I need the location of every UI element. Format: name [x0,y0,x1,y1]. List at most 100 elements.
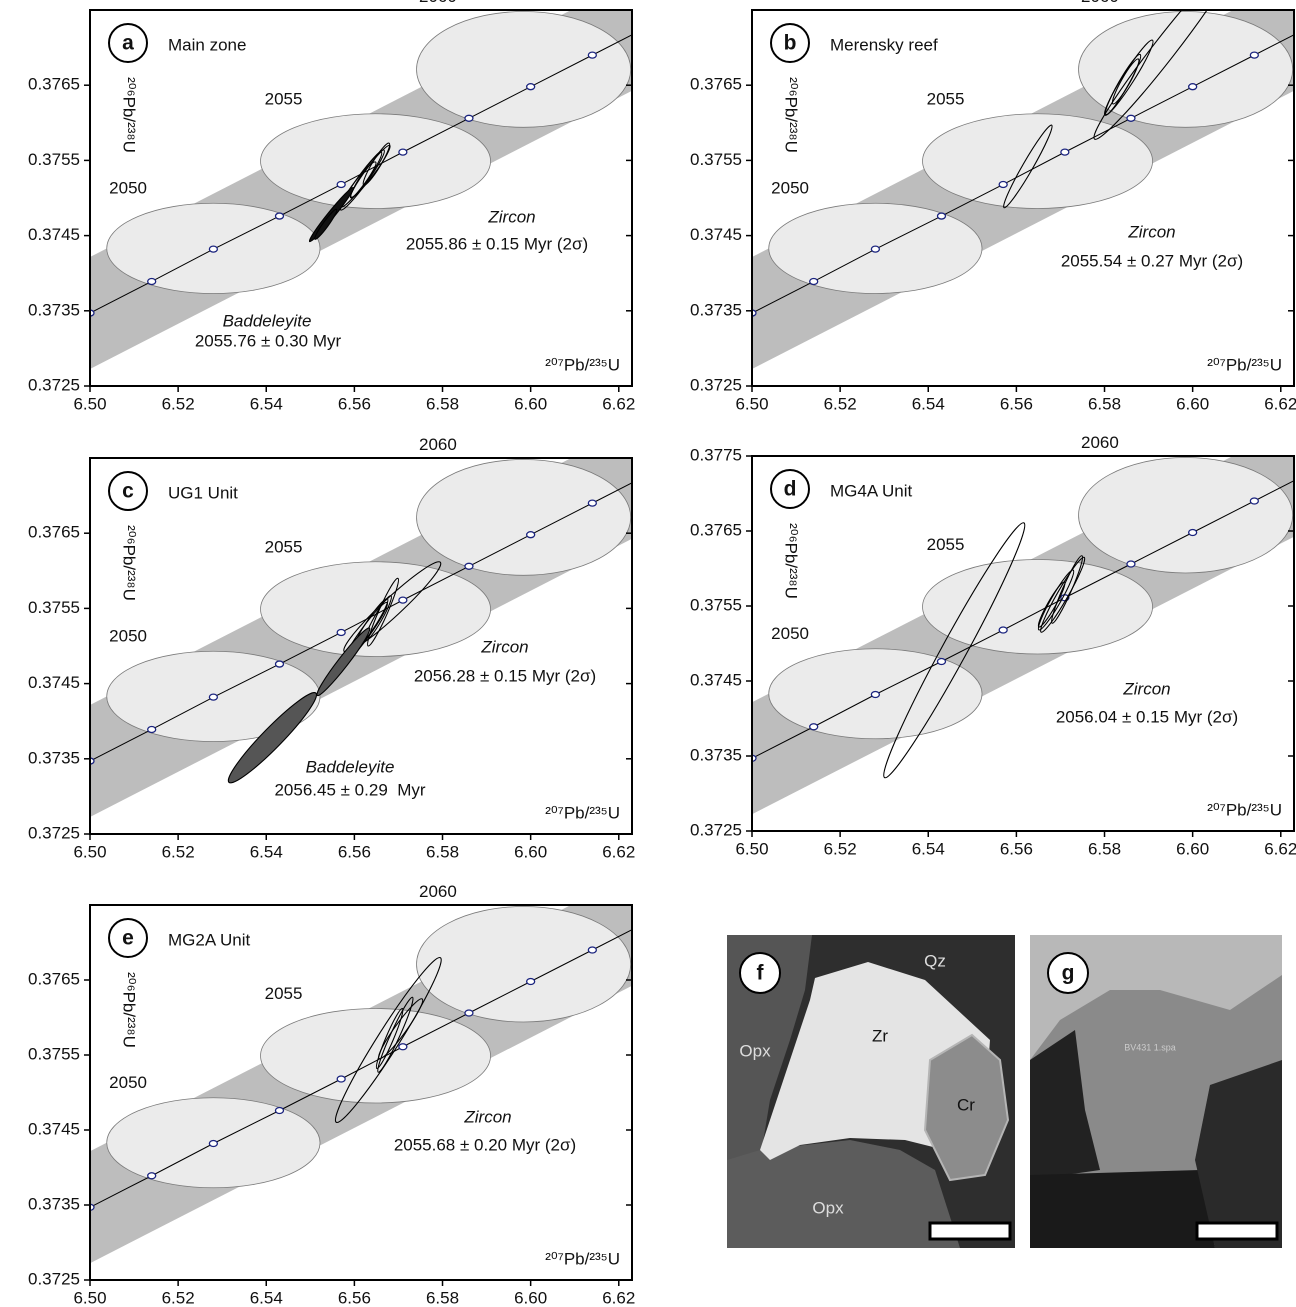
y-tick-label: 0.3735 [28,300,80,319]
x-tick-label: 6.58 [1088,839,1121,858]
concordia-point [588,947,596,953]
y-tick-label: 0.3745 [690,225,742,244]
panel-title: MG4A Unit [830,481,912,500]
x-tick-label: 6.50 [735,394,768,413]
concordia-point [399,1044,407,1050]
x-tick-label: 6.50 [735,839,768,858]
x-tick-label: 6.56 [338,1288,371,1307]
concordia-point [527,84,535,90]
series-name: Zircon [1127,222,1175,241]
y-tick-label: 0.3725 [28,823,80,842]
panel: 205020552060Zircon2056.04 ± 0.15 Myr (2σ… [690,422,1296,858]
scale-bar [1197,1223,1277,1239]
reference-ellipse [261,114,491,209]
concordia-point [999,181,1007,187]
mineral-label: Qz [924,951,946,970]
concordia-point [588,52,596,58]
x-tick-label: 6.54 [912,839,945,858]
concordia-point [399,597,407,603]
panel: 205020552060Zircon2055.68 ± 0.20 Myr (2σ… [28,871,637,1307]
y-tick-label: 0.3755 [28,598,80,617]
y-tick-label: 0.3725 [690,375,742,394]
x-tick-label: 6.60 [514,394,547,413]
concordia-point [937,213,945,219]
plot-area [747,0,1296,372]
plot-area [85,0,637,372]
x-tick-label: 6.58 [426,842,459,861]
series-result: 2055.76 ± 0.30 Myr [195,331,342,350]
y-tick-label: 0.3745 [690,670,742,689]
series-name: Zircon [480,637,528,656]
y-tick-label: 0.3755 [28,150,80,169]
x-axis-label: ²⁰⁷Pb/²³⁵U [545,803,620,822]
concordia-point [937,659,945,665]
panel-letter: a [122,32,134,55]
y-tick-label: 0.3765 [690,75,742,94]
x-tick-label: 6.56 [1000,839,1033,858]
y-axis-label: ²⁰⁶Pb/²³⁸U [782,77,801,153]
concordia-point [1127,115,1135,121]
series-result: 2056.04 ± 0.15 Myr (2σ) [1056,707,1238,726]
x-tick-label: 6.56 [338,842,371,861]
age-label: 2055 [265,537,303,556]
x-tick-label: 6.62 [602,842,635,861]
panel-letter: e [122,927,134,950]
x-axis-label: ²⁰⁷Pb/²³⁵U [1207,355,1282,374]
scale-bar [930,1223,1010,1239]
age-label: 2060 [419,435,457,454]
concordia-point [1189,84,1197,90]
age-label: 2050 [771,624,809,643]
x-tick-label: 6.58 [426,1288,459,1307]
x-tick-label: 6.62 [1264,394,1296,413]
concordia-point [1189,530,1197,536]
age-label: 2055 [265,984,303,1003]
y-axis-label: ²⁰⁶Pb/²³⁸U [120,77,139,153]
x-tick-label: 6.54 [912,394,945,413]
reference-ellipse [923,560,1153,655]
series-name: Zircon [487,207,535,226]
concordia-point [275,213,283,219]
y-tick-label: 0.3735 [28,748,80,767]
series-result: 2056.45 ± 0.29 Myr [274,780,425,799]
age-label: 2050 [109,1073,147,1092]
x-tick-label: 6.62 [1264,839,1296,858]
concordia-point [209,694,217,700]
reference-ellipse [417,460,631,576]
age-label: 2060 [1081,433,1119,452]
y-tick-label: 0.3745 [28,225,80,244]
y-tick-label: 0.3765 [28,969,80,988]
panel-title: UG1 Unit [168,483,238,502]
concordia-point [527,979,535,985]
mineral-label: Cr [957,1095,975,1114]
y-tick-label: 0.3755 [690,595,742,614]
x-axis-label: ²⁰⁷Pb/²³⁵U [545,1249,620,1268]
y-tick-label: 0.3775 [690,445,742,464]
x-tick-label: 6.54 [250,842,283,861]
x-tick-label: 6.50 [73,842,106,861]
y-tick-label: 0.3755 [28,1044,80,1063]
panel-title: Merensky reef [830,35,938,54]
panel-letter: b [784,32,797,55]
reference-ellipse [923,114,1153,209]
concordia-point [465,115,473,121]
x-axis-label: ²⁰⁷Pb/²³⁵U [545,355,620,374]
age-label: 2055 [265,89,303,108]
x-tick-label: 6.60 [514,1288,547,1307]
x-tick-label: 6.56 [338,394,371,413]
concordia-point [337,629,345,635]
y-axis-label: ²⁰⁶Pb/²³⁸U [782,523,801,599]
concordia-point [337,1076,345,1082]
y-axis-label: ²⁰⁶Pb/²³⁸U [120,972,139,1048]
age-label: 2050 [771,179,809,198]
y-tick-label: 0.3745 [28,1119,80,1138]
mineral-label: Opx [812,1198,844,1217]
panel-letter: g [1062,962,1075,985]
concordia-point [148,278,156,284]
y-tick-label: 0.3745 [28,673,80,692]
y-tick-label: 0.3735 [28,1194,80,1213]
x-tick-label: 6.52 [162,842,195,861]
concordia-point [148,1173,156,1179]
y-tick-label: 0.3725 [690,820,742,839]
reference-ellipse [1079,458,1293,574]
y-tick-label: 0.3735 [690,745,742,764]
